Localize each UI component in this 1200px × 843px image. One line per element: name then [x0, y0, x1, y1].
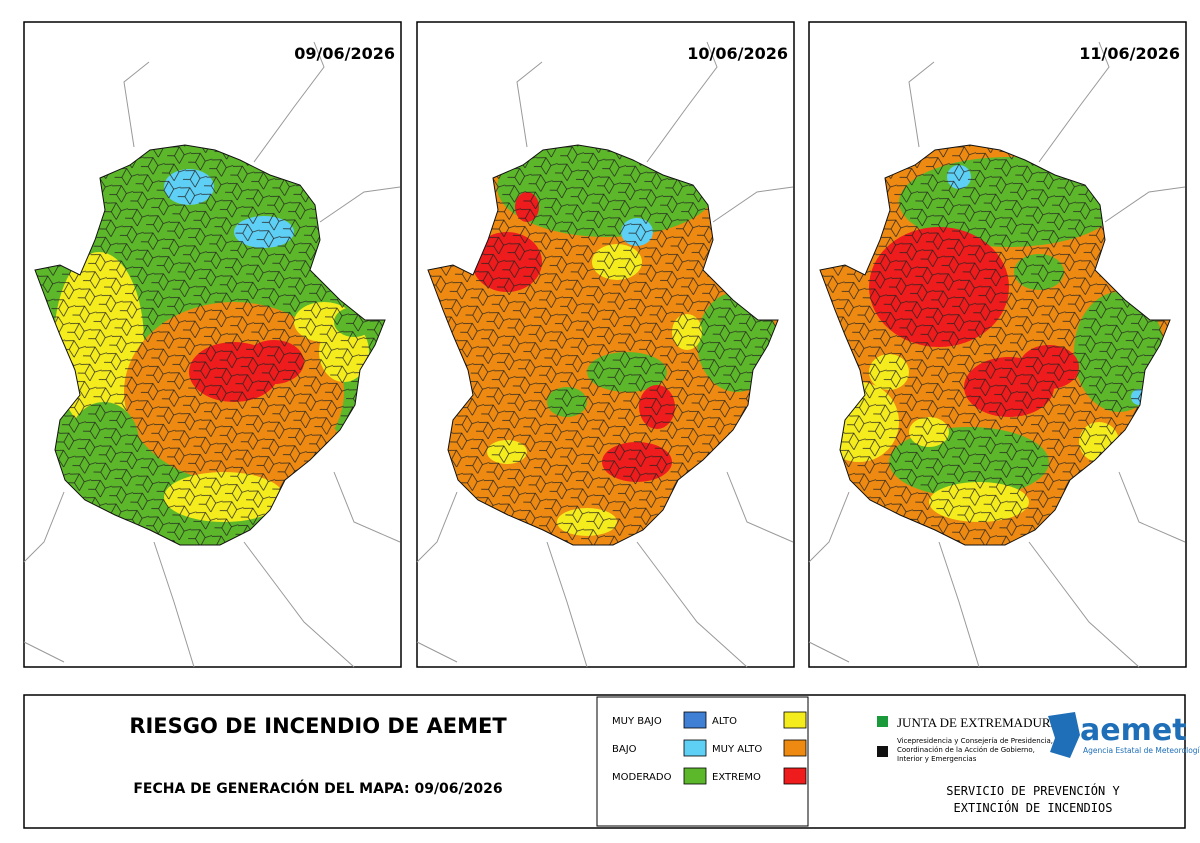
- junta-sub: Vicepresidencia y Consejería de Presiden…: [897, 737, 1053, 745]
- map-panel: 09/06/2026: [23, 21, 402, 668]
- legend-swatch: [783, 739, 807, 757]
- legend-swatch: [683, 739, 707, 757]
- map-panel: 11/06/2026: [808, 21, 1187, 668]
- service: EXTINCIÓN DE INCENDIOS: [954, 800, 1113, 815]
- legend-label: BAJO: [612, 744, 637, 755]
- legend-swatch: [683, 767, 707, 785]
- junta-sub: Coordinación de la Acción de Gobierno,: [897, 746, 1035, 754]
- legend-label: MODERADO: [612, 772, 672, 783]
- map-panels: 09/06/2026 10/06/2026 11/06/2026: [23, 21, 1187, 668]
- region-outline: [819, 144, 1171, 546]
- panel-date: 11/06/2026: [1079, 44, 1180, 63]
- legend-label: EXTREMO: [712, 772, 761, 783]
- neighbor-border: [23, 41, 401, 668]
- junta-icon: [877, 716, 888, 727]
- aemet-sub: Agencia Estatal de Meteorología: [1083, 746, 1200, 755]
- legend-label: MUY ALTO: [712, 744, 762, 755]
- legend-label: ALTO: [712, 716, 737, 727]
- generation-date: FECHA DE GENERACIÓN DEL MAPA: 09/06/2026: [133, 779, 502, 797]
- legend-box: [596, 696, 809, 827]
- title: RIESGO DE INCENDIO DE AEMET: [129, 714, 507, 738]
- legend-swatch: [683, 711, 707, 729]
- legend-swatch: [783, 767, 807, 785]
- service: SERVICIO DE PREVENCIÓN Y: [946, 783, 1120, 798]
- junta-name: JUNTA DE EXTREMADURA: [897, 715, 1061, 730]
- neighbor-border: [808, 41, 1186, 668]
- legend: MUY BAJO BAJO MODERADO ALTO MUY ALTO EXTREMO: [612, 711, 807, 785]
- aemet-logo: aemet: [1080, 713, 1187, 748]
- junta-icon-dark: [877, 746, 888, 757]
- aemet-icon: [1048, 712, 1080, 758]
- region-outline: [427, 144, 779, 546]
- panel-date: 10/06/2026: [687, 44, 788, 63]
- panel-date: 09/06/2026: [294, 44, 395, 63]
- footer-box: [23, 694, 1186, 829]
- junta-sub: Interior y Emergencias: [897, 755, 977, 763]
- legend-label: MUY BAJO: [612, 716, 662, 727]
- neighbor-border: [416, 41, 794, 668]
- region-outline: [34, 144, 386, 546]
- map-panel: 10/06/2026: [416, 21, 795, 668]
- legend-swatch: [783, 711, 807, 729]
